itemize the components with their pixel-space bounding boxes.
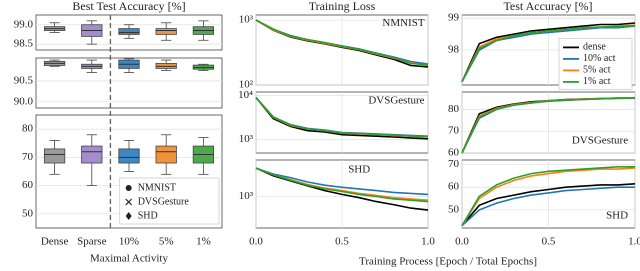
y-tick-label: 10³ [239, 133, 254, 145]
y-tick-label: 99 [448, 12, 460, 24]
series-line [461, 25, 636, 83]
x-tick-label: 5% [159, 236, 174, 248]
y-tick-label: 98.5 [14, 38, 34, 50]
box [118, 28, 140, 35]
x-tick-label: 1% [196, 236, 211, 248]
y-tick-label: 10³ [239, 190, 254, 202]
series-line [255, 96, 429, 138]
legend-marker [125, 198, 133, 206]
box [43, 148, 66, 164]
box [155, 145, 177, 164]
x-tick-label: 10% [119, 236, 139, 248]
y-tick-label: 70 [448, 125, 460, 137]
y-tick-label: 10³ [239, 14, 254, 26]
y-tick-label: 50 [22, 207, 34, 219]
panel-title: Training Loss [309, 0, 376, 13]
series-line [255, 19, 429, 66]
box [155, 28, 177, 35]
series-line [461, 183, 636, 227]
box [118, 148, 140, 164]
legend-label: SHD [138, 210, 158, 221]
subplot-label: NMNIST [382, 17, 424, 29]
subplot-label: DVSGesture [368, 95, 424, 107]
x-tick-label: 1.0 [628, 236, 640, 248]
y-tick-label: 70 [22, 151, 34, 163]
legend-label: 5% act [583, 65, 611, 76]
y-tick-label: 60 [22, 179, 34, 191]
x-axis-label: Maximal Activity [90, 253, 168, 265]
series-line [461, 22, 636, 83]
x-tick-label: Sparse [77, 236, 106, 248]
y-tick-label: 60 [448, 181, 460, 193]
legend-label: 10% act [583, 53, 616, 64]
series-line [461, 97, 636, 154]
x-tick-label: 0.5 [542, 236, 556, 248]
y-tick-label: 80 [448, 103, 460, 115]
x-tick-label: 0.5 [335, 236, 349, 248]
y-tick-label: 90.0 [14, 95, 34, 107]
series-line [461, 186, 635, 227]
x-axis-label: Training Process [Epoch / Total Epochs] [359, 256, 537, 268]
panel-title: Best Test Accuracy [%] [72, 0, 185, 13]
panel-title: Test Accuracy [%] [503, 0, 592, 13]
x-tick-label: 0.0 [455, 236, 469, 248]
y-tick-label: 10² [239, 79, 254, 91]
series-line [255, 167, 429, 196]
y-tick-label: 90.5 [14, 74, 34, 86]
series-line [461, 167, 636, 227]
y-tick-label: 60 [448, 147, 460, 159]
series-line [255, 167, 429, 203]
x-tick-label: 1.0 [421, 236, 435, 248]
y-tick-label: 50 [448, 203, 460, 215]
y-tick-label: 99.0 [14, 18, 34, 30]
subplot-label: DVSGesture [572, 134, 628, 146]
series-line [255, 96, 429, 140]
box [81, 145, 103, 164]
subplot-label: SHD [606, 209, 628, 221]
y-tick-label: 98 [448, 44, 460, 56]
legend-label: dense [583, 42, 606, 53]
x-tick-label: 0.0 [249, 236, 263, 248]
legend-label: NMNIST [138, 182, 176, 193]
legend-box [119, 177, 220, 225]
y-tick-label: 80 [22, 123, 34, 135]
legend-label: 1% act [583, 76, 611, 87]
series-line [461, 166, 635, 227]
y-tick-label: 70 [448, 158, 460, 170]
x-tick-label: Dense [41, 236, 69, 248]
subplot-label: SHD [348, 164, 370, 176]
legend-marker [125, 185, 132, 191]
legend-label: DVSGesture [138, 196, 190, 207]
y-tick-label: 10⁴ [238, 89, 253, 101]
legend-marker [125, 212, 132, 220]
